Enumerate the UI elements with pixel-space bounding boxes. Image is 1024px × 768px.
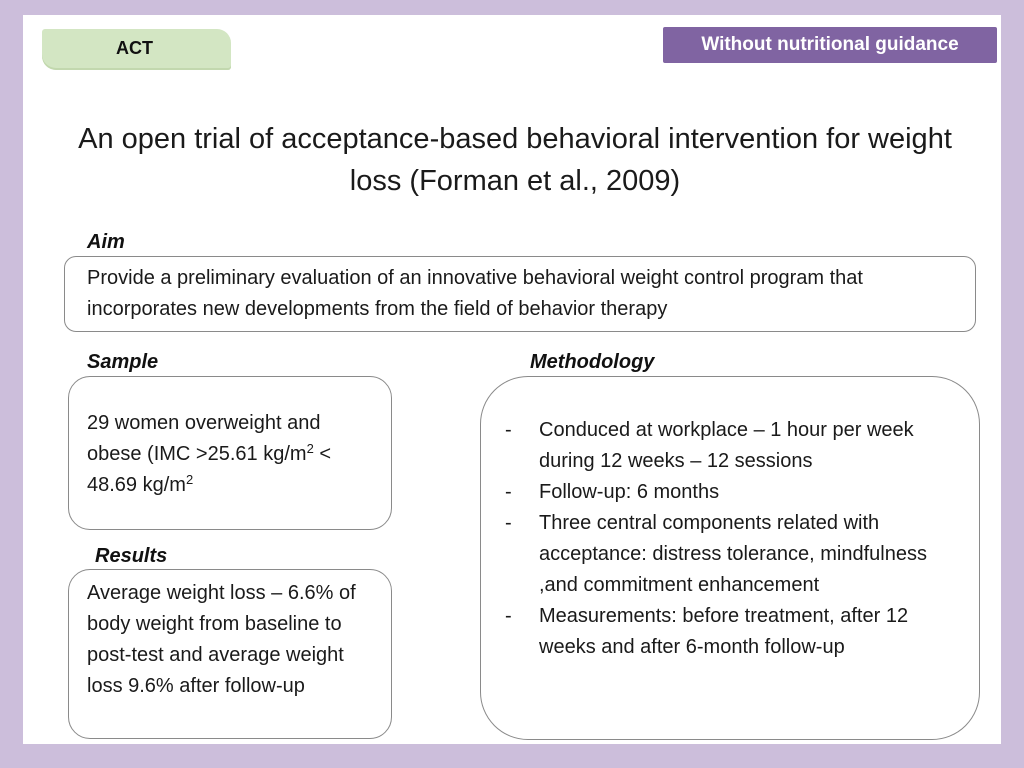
results-box: Average weight loss – 6.6% of body weigh… [68,569,392,739]
aim-label: Aim [87,231,125,253]
methodology-item: - Follow-up: 6 months [505,477,965,508]
sample-superscript-1: 2 [306,441,314,456]
bullet-dash: - [505,481,512,503]
methodology-item-text: Three central components related with ac… [539,512,927,596]
sample-superscript-2: 2 [185,472,194,487]
methodology-item: - Measurements: before treatment, after 1… [505,601,965,663]
title-line-2: loss (Forman et al., 2009) [349,165,681,197]
methodology-label: Methodology [530,351,655,373]
act-tag: ACT [42,29,231,70]
methodology-item-text: Conduced at workplace – 1 hour per week … [539,419,914,472]
methodology-list: - Conduced at workplace – 1 hour per week… [505,415,965,663]
sample-text-part2: < 48.69 kg/m [87,443,332,496]
slide-title: An open trial of acceptance-based behavi… [30,118,1000,202]
title-line-1: An open trial of acceptance-based behavi… [78,123,952,155]
methodology-item: - Three central components related with a… [505,508,965,601]
methodology-item-text: Follow-up: 6 months [539,481,720,503]
methodology-box: - Conduced at workplace – 1 hour per week… [480,376,980,740]
aim-text: Provide a preliminary evaluation of an i… [87,267,863,320]
methodology-item-text: Measurements: before treatment, after 12… [539,605,909,658]
methodology-item: - Conduced at workplace – 1 hour per week… [505,415,965,477]
results-text: Average weight loss – 6.6% of body weigh… [87,582,356,697]
bullet-dash: - [505,512,512,534]
aim-box: Provide a preliminary evaluation of an i… [64,256,976,332]
guidance-tag: Without nutritional guidance [663,27,997,63]
sample-text-part1: 29 women overweight and obese (IMC >25.6… [87,412,321,465]
act-tag-label: ACT [116,38,153,58]
results-label: Results [95,545,168,567]
sample-label: Sample [87,351,159,373]
bullet-dash: - [505,419,512,441]
bullet-dash: - [505,605,512,627]
sample-box: 29 women overweight and obese (IMC >25.6… [68,376,392,530]
